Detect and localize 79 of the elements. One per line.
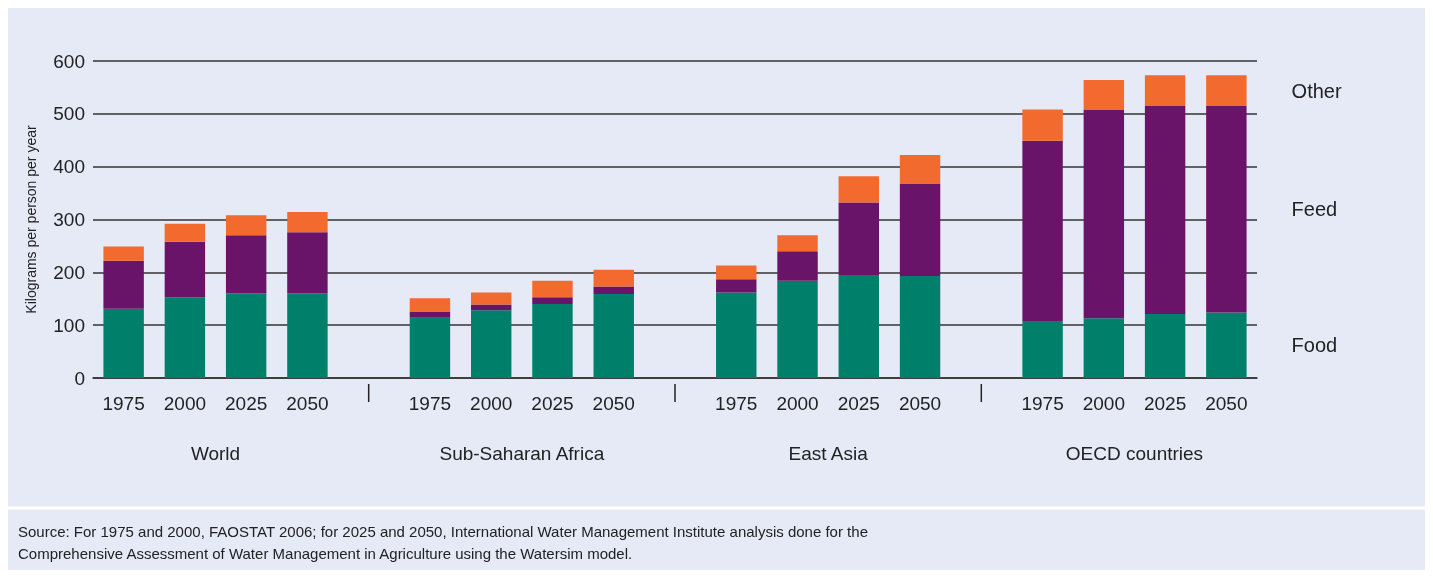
bar: [716, 279, 757, 293]
text: Feed: [1291, 198, 1338, 221]
bar: [225, 293, 267, 378]
y-tick-label: 400: [53, 156, 85, 178]
bar: [838, 274, 880, 378]
y-tick-label: 100: [53, 314, 85, 336]
bar: [409, 317, 451, 378]
y-tick-label: 600: [53, 50, 85, 72]
bar: [1022, 109, 1063, 141]
bar: [593, 269, 634, 287]
y-tick-label: 0: [74, 367, 85, 389]
x-tick-label: 1975: [1021, 393, 1064, 414]
text: Other: [1291, 79, 1342, 102]
bar: [899, 183, 941, 277]
bar: [593, 286, 634, 294]
x-tick-label: 1975: [715, 393, 758, 414]
bar: [716, 292, 757, 378]
bar: [1083, 109, 1125, 319]
bar: [532, 280, 573, 298]
bar: [164, 223, 206, 242]
x-tick-label: 2000: [776, 393, 819, 414]
bar: [225, 235, 267, 294]
bar: [532, 297, 573, 305]
x-tick-label: 2050: [592, 393, 635, 414]
bar: [1144, 75, 1186, 106]
bar: [287, 232, 328, 294]
bar: [777, 251, 818, 281]
bar: [470, 292, 512, 305]
text: World: [190, 443, 241, 464]
bar: [1022, 320, 1063, 378]
bar: [470, 310, 512, 378]
bar: [899, 276, 941, 378]
x-tick-label: 2000: [470, 393, 513, 414]
bar: [1206, 105, 1247, 313]
bar: [409, 298, 451, 312]
bar: [899, 155, 941, 184]
x-tick-label: 1975: [408, 393, 452, 414]
bar: [593, 294, 634, 378]
bar: [838, 176, 880, 203]
x-tick-label: 2025: [225, 393, 268, 414]
x-tick-label: 2025: [1143, 393, 1187, 414]
bar: [287, 212, 328, 233]
x-tick-label: 2025: [837, 393, 880, 414]
bar: [1083, 80, 1125, 110]
source-note: Source: For 1975 and 2000, FAOSTAT 2006; for 2025 and 2050, International Water Management Institute analysis done for the Comprehensive Assessment of Water Management in Agriculture using the Watersim model.: [18, 522, 868, 562]
y-tick-label: 500: [53, 103, 85, 125]
y-tick-label: 200: [53, 261, 85, 283]
text: Food: [1291, 334, 1338, 357]
x-tick-label: 2000: [163, 393, 207, 414]
bar: [1206, 312, 1247, 378]
bar: [409, 311, 451, 318]
bar: [103, 246, 144, 261]
bar: [103, 260, 144, 309]
bar: [225, 215, 267, 236]
bar: [1144, 105, 1186, 315]
text: Sub-Saharan Africa: [439, 443, 605, 464]
bar: [777, 280, 818, 378]
bar: [777, 235, 818, 252]
bar: [1083, 318, 1125, 378]
bar: [1022, 140, 1063, 321]
x-tick-label: 2050: [898, 393, 942, 414]
bar: [716, 265, 757, 280]
text: East Asia: [788, 443, 869, 464]
bar: [1206, 75, 1247, 106]
x-tick-label: 2050: [1205, 393, 1248, 414]
x-tick-label: 1975: [102, 393, 145, 414]
text: OECD countries: [1065, 443, 1204, 464]
bar: [838, 202, 880, 275]
bar: [103, 308, 144, 378]
bar: [287, 293, 328, 378]
x-tick-label: 2050: [286, 393, 329, 414]
bar: [164, 297, 206, 378]
bar: [532, 304, 573, 378]
bar: [164, 241, 206, 298]
y-axis-title: Kilograms per person per year: [23, 125, 39, 314]
y-tick-label: 300: [53, 209, 85, 230]
bar: [1144, 314, 1186, 378]
x-tick-label: 2025: [531, 393, 574, 414]
x-tick-label: 2000: [1082, 393, 1125, 414]
